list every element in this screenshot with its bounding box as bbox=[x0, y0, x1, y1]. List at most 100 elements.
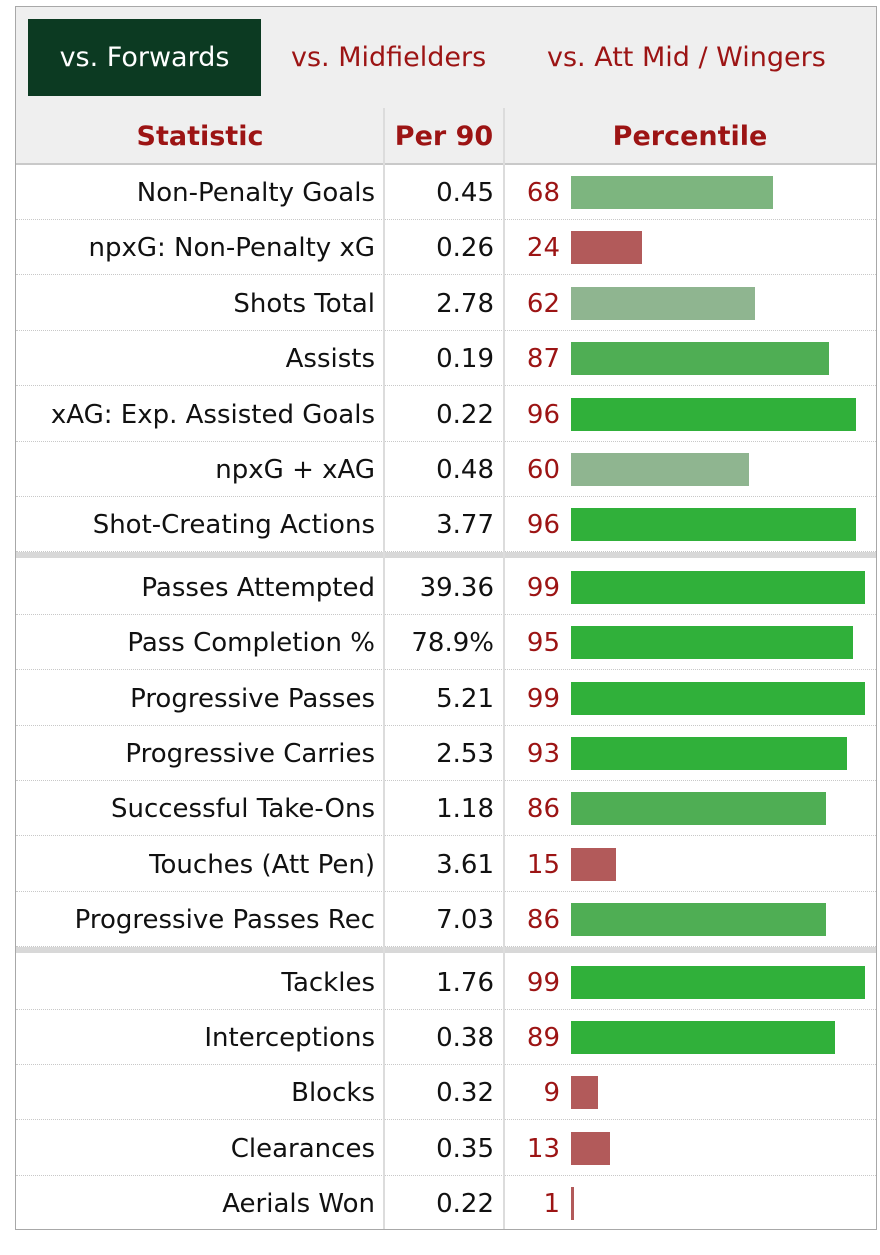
percentile-bar bbox=[571, 626, 853, 659]
percentile-bar bbox=[571, 231, 642, 264]
percentile-value: 9 bbox=[543, 1078, 560, 1108]
statistic-label: Interceptions bbox=[204, 1023, 375, 1053]
per90-value: 0.26 bbox=[436, 233, 494, 263]
comparison-tab-bar: vs. Forwards vs. Midfielders vs. Att Mid… bbox=[16, 7, 876, 109]
statistic-label: Tackles bbox=[281, 968, 375, 998]
statistic-label: npxG: Non-Penalty xG bbox=[88, 233, 375, 263]
percentile-bar bbox=[571, 176, 773, 209]
percentile-bar bbox=[571, 792, 826, 825]
percentile-value: 86 bbox=[526, 794, 560, 824]
table-row: npxG: Non-Penalty xG 0.26 24 bbox=[16, 220, 876, 275]
table-row: Passes Attempted 39.36 99 bbox=[16, 560, 876, 615]
percentile-bar bbox=[571, 1021, 835, 1054]
tab-vs-midfielders[interactable]: vs. Midfielders bbox=[291, 42, 487, 73]
statistic-label: npxG + xAG bbox=[215, 455, 375, 485]
per90-value: 5.21 bbox=[436, 684, 494, 714]
per90-value: 2.53 bbox=[436, 739, 494, 769]
tab-vs-forwards[interactable]: vs. Forwards bbox=[28, 19, 261, 96]
percentile-bar bbox=[571, 571, 865, 604]
percentile-bar bbox=[571, 966, 865, 999]
percentile-bar bbox=[571, 903, 826, 936]
statistic-label: Passes Attempted bbox=[141, 573, 375, 603]
percentile-bar bbox=[571, 1132, 610, 1165]
percentile-value: 89 bbox=[526, 1023, 560, 1053]
table-row: Blocks 0.32 9 bbox=[16, 1065, 876, 1120]
per90-value: 0.19 bbox=[436, 344, 494, 374]
percentile-bar bbox=[571, 508, 856, 541]
table-row: Touches (Att Pen) 3.61 15 bbox=[16, 837, 876, 892]
column-divider bbox=[383, 108, 385, 1229]
percentile-value: 99 bbox=[526, 573, 560, 603]
table-row: Shots Total 2.78 62 bbox=[16, 276, 876, 331]
per90-value: 0.38 bbox=[436, 1023, 494, 1053]
statistic-label: Assists bbox=[285, 344, 375, 374]
per90-value: 0.22 bbox=[436, 400, 494, 430]
per90-value: 1.18 bbox=[436, 794, 494, 824]
percentile-bar bbox=[571, 287, 755, 320]
table-row: Interceptions 0.38 89 bbox=[16, 1010, 876, 1065]
statistic-label: Progressive Passes bbox=[130, 684, 375, 714]
statistic-label: Progressive Carries bbox=[125, 739, 375, 769]
per90-value: 39.36 bbox=[419, 573, 494, 603]
per90-value: 78.9% bbox=[411, 628, 494, 658]
table-row: Aerials Won 0.22 1 bbox=[16, 1176, 876, 1231]
statistic-label: Non-Penalty Goals bbox=[136, 178, 375, 208]
percentile-value: 87 bbox=[526, 344, 560, 374]
percentile-bar bbox=[571, 848, 616, 881]
percentile-value: 1 bbox=[543, 1189, 560, 1219]
percentile-bar bbox=[571, 1076, 598, 1109]
statistic-label: Touches (Att Pen) bbox=[149, 850, 375, 880]
percentile-bar bbox=[571, 453, 749, 486]
group-separator bbox=[16, 946, 876, 953]
per90-value: 0.22 bbox=[436, 1189, 494, 1219]
percentile-bar bbox=[571, 342, 829, 375]
per90-value: 0.35 bbox=[436, 1134, 494, 1164]
table-header: Statistic Per 90 Percentile bbox=[16, 108, 876, 165]
column-header-per90[interactable]: Per 90 bbox=[394, 121, 494, 152]
table-row: Progressive Passes Rec 7.03 86 bbox=[16, 892, 876, 947]
column-header-statistic[interactable]: Statistic bbox=[136, 121, 264, 152]
table-row: Assists 0.19 87 bbox=[16, 331, 876, 386]
table-row: Progressive Passes 5.21 99 bbox=[16, 671, 876, 726]
statistic-label: Successful Take-Ons bbox=[110, 794, 375, 824]
tab-vs-att-mid-wingers[interactable]: vs. Att Mid / Wingers bbox=[547, 42, 826, 73]
percentile-value: 15 bbox=[526, 850, 560, 880]
statistic-label: Blocks bbox=[291, 1078, 375, 1108]
percentile-value: 95 bbox=[526, 628, 560, 658]
per90-value: 7.03 bbox=[436, 905, 494, 935]
column-divider bbox=[503, 108, 505, 1229]
percentile-value: 93 bbox=[526, 739, 560, 769]
percentile-bar bbox=[571, 1187, 574, 1220]
percentile-value: 99 bbox=[526, 968, 560, 998]
per90-value: 1.76 bbox=[436, 968, 494, 998]
percentile-value: 99 bbox=[526, 684, 560, 714]
percentile-value: 68 bbox=[526, 178, 560, 208]
per90-value: 3.77 bbox=[436, 510, 494, 540]
percentile-value: 62 bbox=[526, 289, 560, 319]
table-row: npxG + xAG 0.48 60 bbox=[16, 442, 876, 497]
column-header-percentile[interactable]: Percentile bbox=[612, 121, 768, 152]
per90-value: 2.78 bbox=[436, 289, 494, 319]
table-row: Non-Penalty Goals 0.45 68 bbox=[16, 165, 876, 220]
table-row: xAG: Exp. Assisted Goals 0.22 96 bbox=[16, 387, 876, 442]
percentile-value: 96 bbox=[526, 510, 560, 540]
percentile-value: 24 bbox=[526, 233, 560, 263]
statistic-label: Progressive Passes Rec bbox=[74, 905, 375, 935]
table-row: Pass Completion % 78.9% 95 bbox=[16, 615, 876, 670]
group-separator bbox=[16, 551, 876, 558]
table-row: Tackles 1.76 99 bbox=[16, 955, 876, 1010]
percentile-bar bbox=[571, 398, 856, 431]
statistic-label: Shots Total bbox=[233, 289, 375, 319]
per90-value: 0.45 bbox=[436, 178, 494, 208]
statistic-label: Aerials Won bbox=[222, 1189, 375, 1219]
table-row: Successful Take-Ons 1.18 86 bbox=[16, 781, 876, 836]
per90-value: 0.48 bbox=[436, 455, 494, 485]
table-row: Shot-Creating Actions 3.77 96 bbox=[16, 497, 876, 552]
table-row: Progressive Carries 2.53 93 bbox=[16, 726, 876, 781]
statistic-label: Shot-Creating Actions bbox=[92, 510, 375, 540]
statistic-label: xAG: Exp. Assisted Goals bbox=[50, 400, 375, 430]
scouting-report-panel: vs. Forwards vs. Midfielders vs. Att Mid… bbox=[15, 6, 877, 1230]
percentile-value: 60 bbox=[526, 455, 560, 485]
percentile-value: 13 bbox=[526, 1134, 560, 1164]
statistic-label: Clearances bbox=[230, 1134, 375, 1164]
